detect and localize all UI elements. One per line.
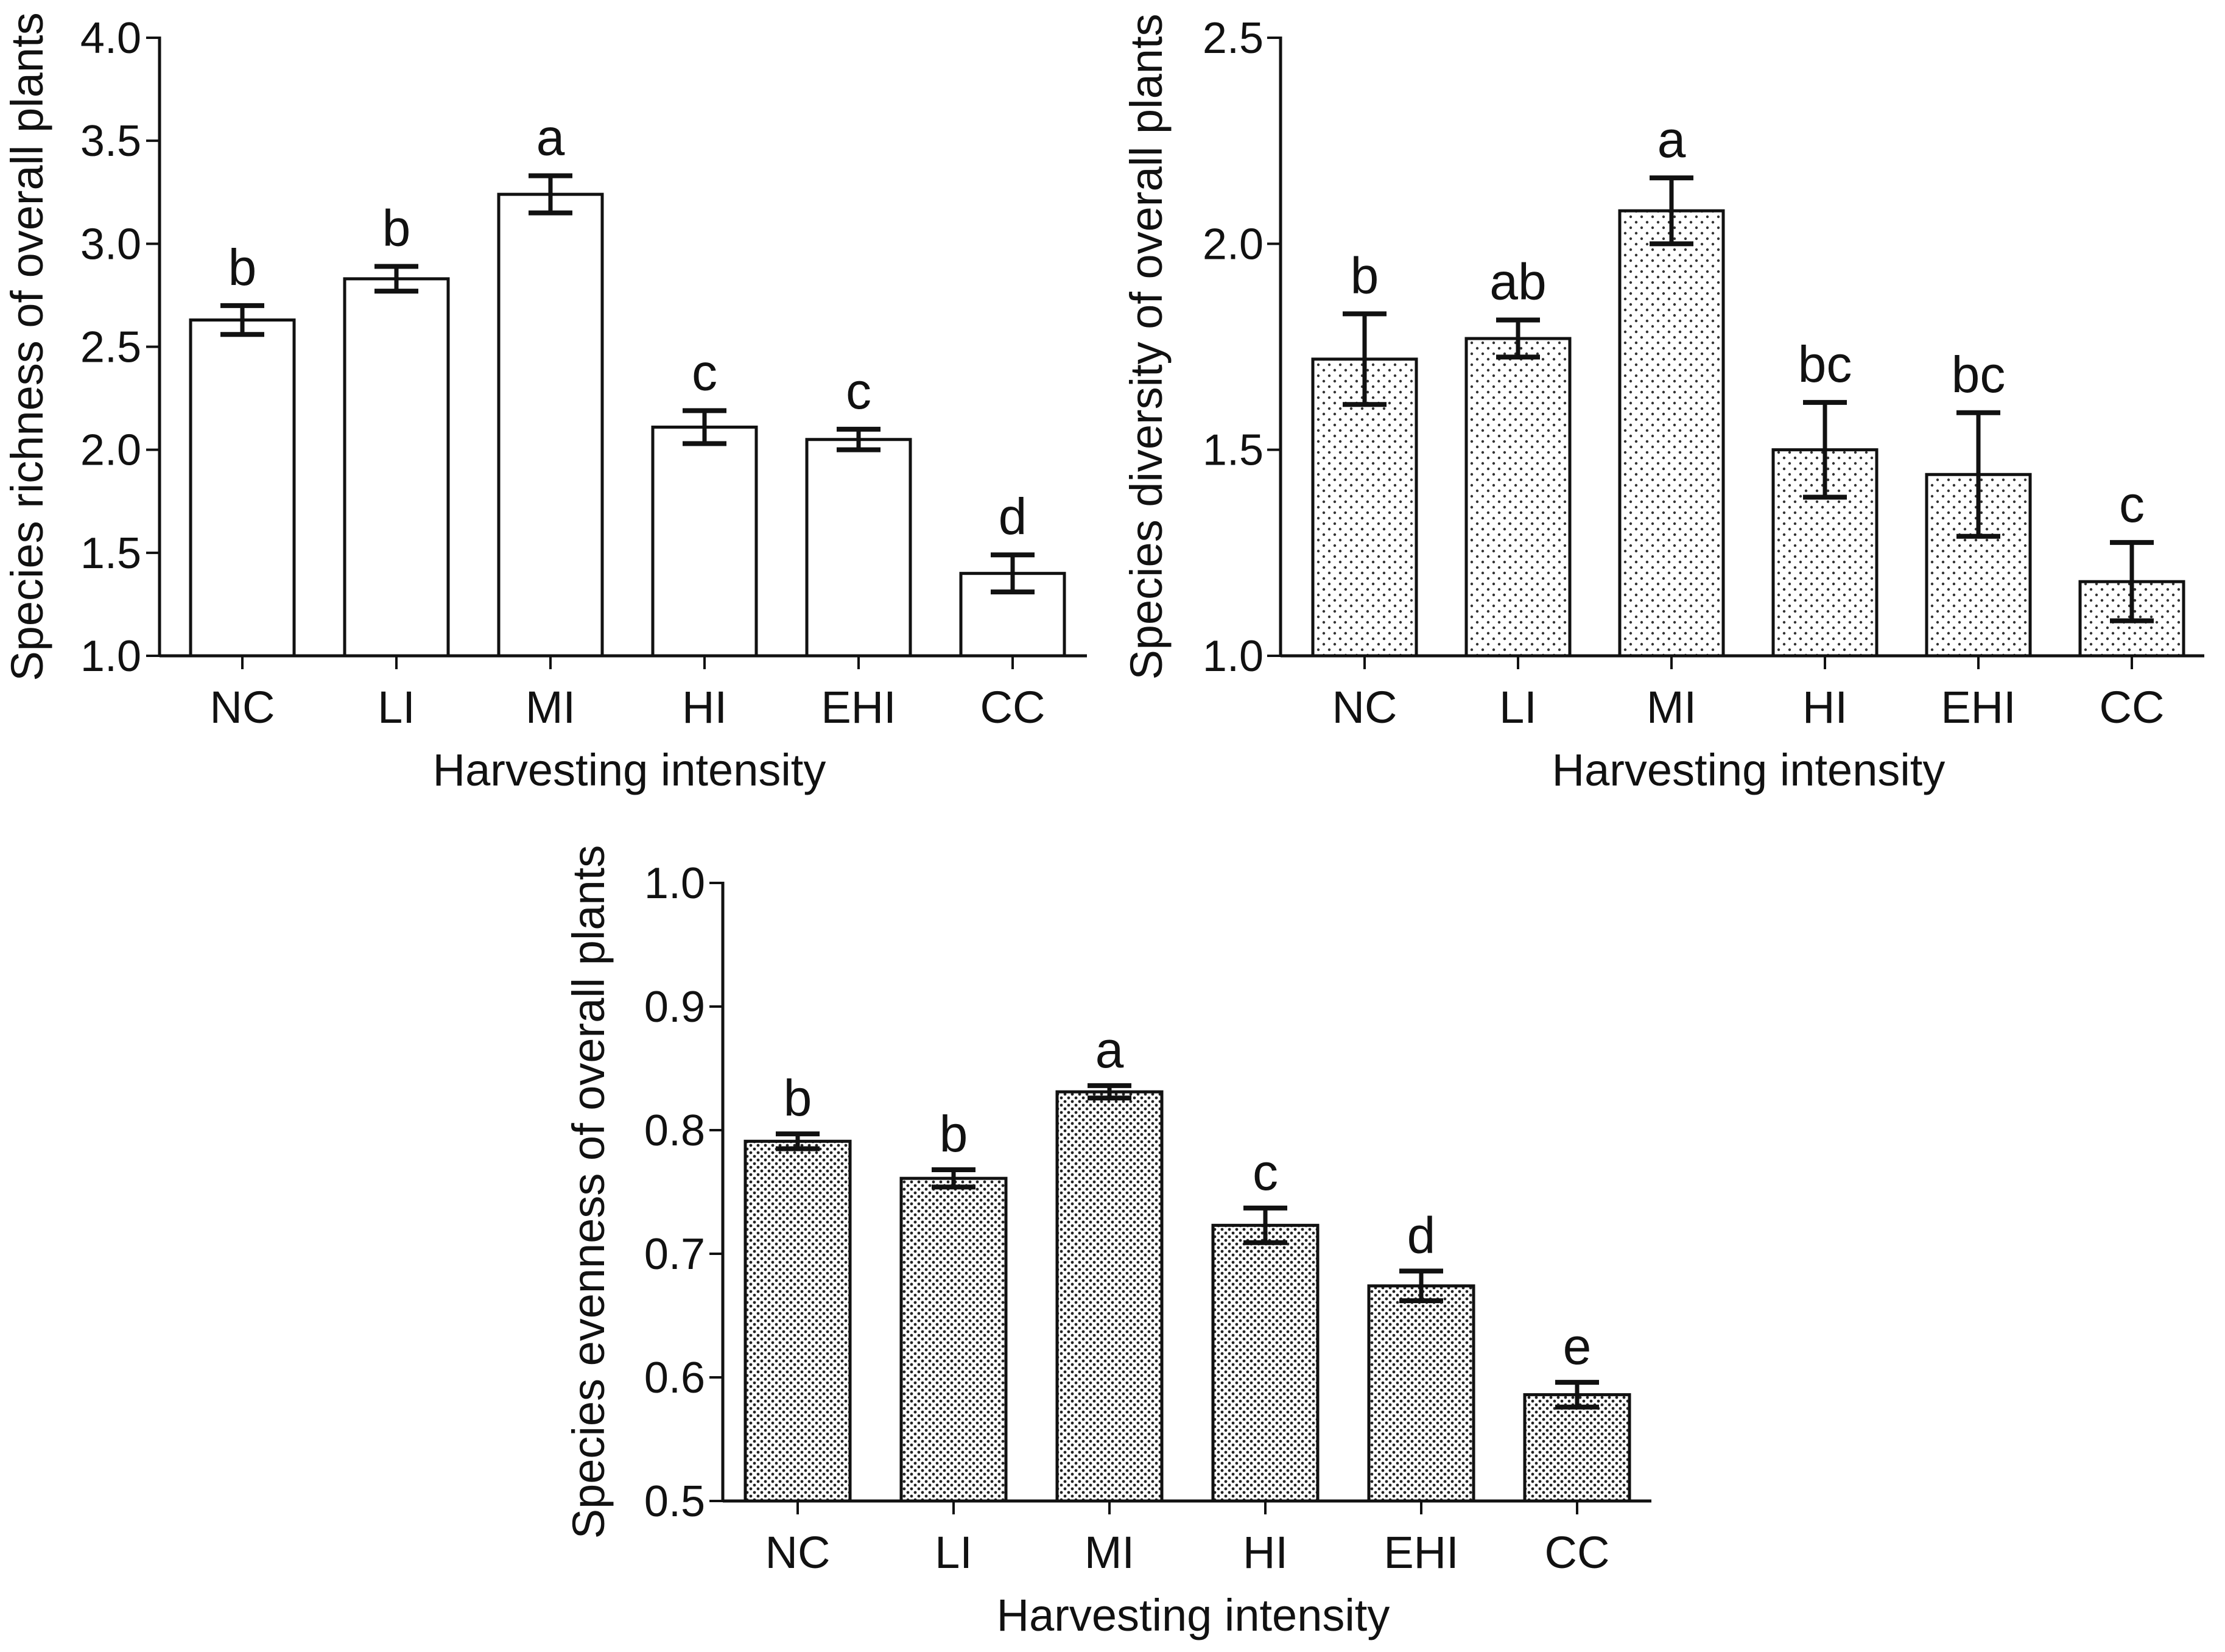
significance-label-li: ab xyxy=(1489,253,1546,311)
y-axis-title: Species evenness of overall plants xyxy=(563,845,614,1539)
bar-mi xyxy=(1055,1090,1164,1503)
bar-nc xyxy=(1311,357,1418,658)
y-tick-label: 1.0 xyxy=(644,859,705,908)
significance-label-cc: e xyxy=(1563,1318,1592,1375)
significance-label-li: b xyxy=(940,1105,968,1162)
y-tick-label: 1.5 xyxy=(1203,426,1264,475)
x-tick-label-li: LI xyxy=(935,1527,972,1578)
y-tick-label: 0.6 xyxy=(644,1354,705,1402)
x-tick-label-hi: HI xyxy=(682,682,727,733)
y-tick-label: 2.5 xyxy=(1203,14,1264,63)
significance-label-cc: d xyxy=(999,488,1027,545)
significance-label-ehi: bc xyxy=(1952,346,2006,403)
significance-label-nc: b xyxy=(228,239,257,296)
significance-label-nc: b xyxy=(784,1069,812,1127)
x-tick-label-mi: MI xyxy=(525,682,575,733)
y-tick-label: 0.8 xyxy=(644,1106,705,1155)
significance-label-nc: b xyxy=(1351,247,1379,304)
x-tick-label-cc: CC xyxy=(1545,1527,1610,1578)
significance-label-hi: c xyxy=(692,343,717,401)
bar-li xyxy=(899,1176,1008,1503)
significance-label-hi: bc xyxy=(1798,336,1852,393)
bar-hi xyxy=(1211,1223,1320,1503)
bar-li xyxy=(1464,337,1572,658)
x-tick-label-nc: NC xyxy=(210,682,275,733)
x-tick-label-ehi: EHI xyxy=(1941,682,2016,733)
significance-label-ehi: d xyxy=(1407,1206,1436,1264)
y-axis-title: Species diversity of overall plants xyxy=(1121,13,1172,680)
bar-mi xyxy=(497,192,604,658)
y-tick-label: 1.5 xyxy=(80,529,141,578)
significance-label-mi: a xyxy=(1095,1021,1124,1078)
bar-ehi xyxy=(805,438,912,658)
y-axis-title: Species richness of overall plants xyxy=(2,12,52,681)
significance-label-mi: a xyxy=(536,109,565,166)
bar-nc xyxy=(743,1139,852,1503)
x-tick-label-mi: MI xyxy=(1084,1527,1134,1578)
bar-li xyxy=(343,277,450,658)
evenness-chart: b NC b LI a MI c HI d EHI e CC 0.5 0.6 0.7 0.8 0.9 1.0 Spe… xyxy=(563,845,1651,1640)
x-tick-label-li: LI xyxy=(1499,682,1537,733)
x-axis-title: Harvesting intensity xyxy=(433,745,826,795)
x-tick-label-hi: HI xyxy=(1802,682,1847,733)
richness-chart: b NC b LI a MI c HI c EHI d CC 1.0 1.5 2.0 2.5 3.0 3.5 4.0… xyxy=(2,12,1087,795)
bar-mi xyxy=(1618,209,1725,658)
bar-nc xyxy=(189,318,296,658)
x-tick-label-li: LI xyxy=(378,682,415,733)
bar-ehi xyxy=(1367,1284,1475,1503)
diversity-chart: b NC ab LI a MI bc HI bc EHI c CC 1.0 1.5 2.0 2.5 Specie… xyxy=(1121,13,2204,795)
x-tick-label-mi: MI xyxy=(1647,682,1696,733)
bar-hi xyxy=(651,425,758,658)
x-tick-label-ehi: EHI xyxy=(1383,1527,1458,1578)
significance-label-ehi: c xyxy=(846,362,871,420)
y-tick-label: 0.7 xyxy=(644,1230,705,1279)
y-tick-label: 0.5 xyxy=(644,1477,705,1526)
x-tick-label-hi: HI xyxy=(1243,1527,1288,1578)
significance-label-cc: c xyxy=(2119,476,2145,533)
y-tick-label: 1.0 xyxy=(1203,632,1264,681)
x-axis-title: Harvesting intensity xyxy=(1552,745,1946,795)
x-axis-title: Harvesting intensity xyxy=(997,1590,1390,1640)
y-tick-label: 2.5 xyxy=(80,323,141,372)
y-tick-label: 2.0 xyxy=(1203,220,1264,269)
x-tick-label-cc: CC xyxy=(980,682,1046,733)
y-tick-label: 2.0 xyxy=(80,426,141,475)
x-tick-label-nc: NC xyxy=(1332,682,1397,733)
x-tick-label-nc: NC xyxy=(765,1527,831,1578)
y-tick-label: 3.5 xyxy=(80,117,141,166)
y-tick-label: 1.0 xyxy=(80,632,141,681)
x-tick-label-cc: CC xyxy=(2100,682,2165,733)
y-tick-label: 0.9 xyxy=(644,983,705,1032)
bar-cc xyxy=(1523,1393,1631,1503)
y-tick-label: 4.0 xyxy=(80,14,141,63)
x-tick-label-ehi: EHI xyxy=(821,682,896,733)
significance-label-mi: a xyxy=(1657,111,1686,168)
y-tick-label: 3.0 xyxy=(80,220,141,269)
significance-label-hi: c xyxy=(1253,1144,1278,1201)
significance-label-li: b xyxy=(382,200,411,257)
